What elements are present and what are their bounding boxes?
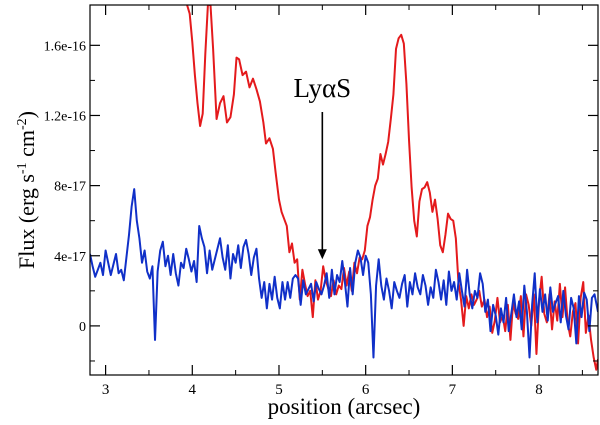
y-tick-label: 8e-17 — [54, 180, 86, 195]
y-axis-title-sup-1: -1 — [15, 162, 30, 174]
annotation-label: LyαS — [293, 73, 351, 103]
y-axis-title-part-3: ) — [14, 111, 39, 118]
x-tick-label: 4 — [189, 382, 197, 398]
series-layer — [90, 5, 598, 371]
y-tick-label: 1.2e-16 — [44, 109, 86, 124]
y-tick-label: 4e-17 — [54, 250, 86, 265]
y-axis-title-part-2: cm — [14, 130, 39, 162]
x-tick-label: 8 — [535, 382, 543, 398]
annotation-layer: LyαS — [293, 73, 351, 260]
y-axis-title-part-1: Flux (erg s — [14, 174, 39, 269]
x-axis-ticks: 3 4 5 6 7 8 — [102, 5, 583, 398]
x-tick-label: 5 — [275, 382, 283, 398]
x-axis-title: position (arcsec) — [268, 394, 421, 419]
series-line-2 — [90, 188, 598, 359]
y-axis-title: Flux (erg s-1 cm-2) — [14, 111, 39, 269]
y-axis-ticks: 0 4e-17 8e-17 1.2e-16 1.6e-16 — [44, 39, 598, 362]
x-tick-label: 7 — [449, 382, 457, 398]
x-tick-label: 3 — [102, 382, 110, 398]
y-tick-label: 1.6e-16 — [44, 39, 86, 54]
y-tick-label: 0 — [79, 320, 86, 335]
annotation-arrowhead — [317, 249, 327, 260]
plot-frame — [89, 4, 599, 376]
y-axis-title-sup-2: -2 — [15, 118, 30, 130]
x-tick-label: 6 — [362, 382, 370, 398]
